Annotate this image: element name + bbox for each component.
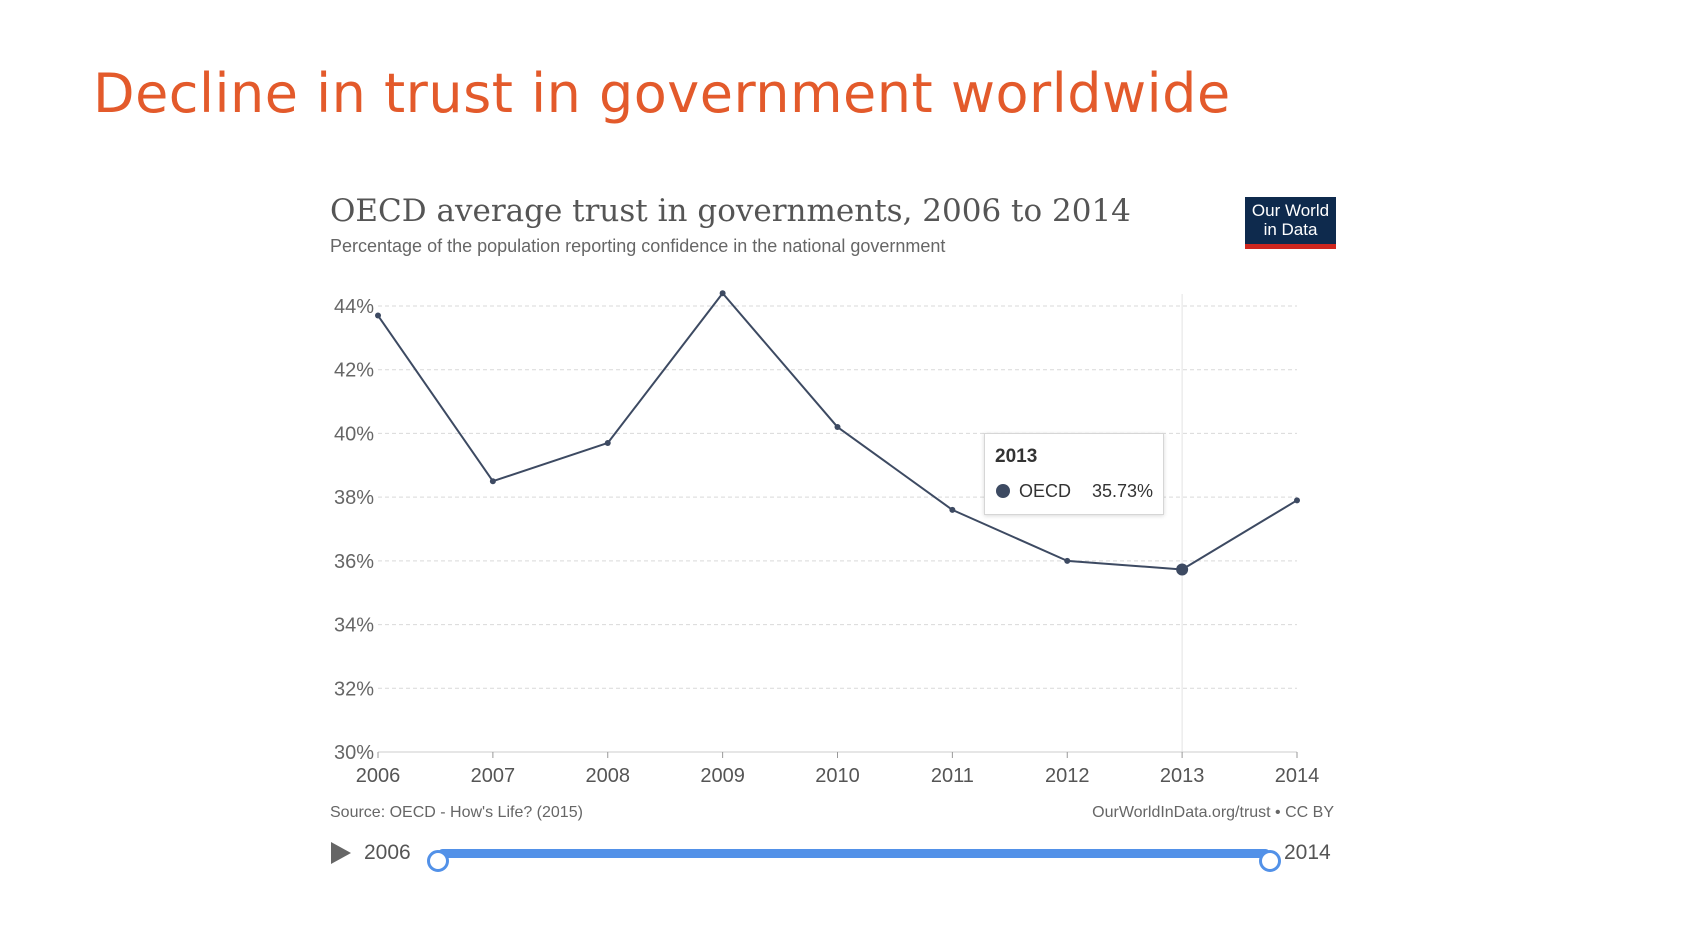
series-color-swatch bbox=[996, 484, 1010, 498]
data-point[interactable] bbox=[949, 506, 956, 513]
y-tick-label: 36% bbox=[334, 551, 374, 573]
y-tick-label: 40% bbox=[334, 423, 374, 445]
x-tick-label: 2009 bbox=[700, 765, 745, 787]
y-tick-label: 34% bbox=[334, 615, 374, 637]
slide-title: Decline in trust in government worldwide bbox=[93, 62, 1231, 125]
x-tick-label: 2011 bbox=[931, 765, 974, 787]
x-tick-label: 2006 bbox=[356, 765, 401, 787]
data-point[interactable] bbox=[719, 290, 726, 297]
y-tick-label: 42% bbox=[334, 360, 374, 382]
gridlines bbox=[378, 294, 1297, 752]
axes: 30% 32% 34% 36% 38% 40% 42% 44% 2006 2007 2008 2009… bbox=[334, 296, 1319, 787]
y-tick-label: 30% bbox=[334, 742, 374, 764]
x-tick-label: 2007 bbox=[471, 765, 516, 787]
timeline-selected-range bbox=[438, 849, 1270, 858]
data-point[interactable] bbox=[604, 439, 611, 446]
x-tick-label: 2012 bbox=[1045, 765, 1090, 787]
timeline-track[interactable] bbox=[427, 849, 1281, 872]
source-note[interactable]: Source: OECD - How's Life? (2015) bbox=[330, 804, 583, 821]
license-link[interactable]: OurWorldInData.org/trust • CC BY bbox=[1092, 804, 1334, 821]
hover-tooltip: 2013 OECD 35.73% bbox=[984, 433, 1164, 515]
our-world-in-data-logo[interactable]: Our World in Data bbox=[1245, 197, 1336, 249]
timeline-start-label: 2006 bbox=[364, 841, 411, 864]
tooltip-year: 2013 bbox=[995, 446, 1038, 467]
data-point[interactable] bbox=[1294, 497, 1300, 504]
x-tick-label: 2014 bbox=[1275, 765, 1320, 787]
timeline-slider[interactable]: 2006 2014 bbox=[328, 836, 1338, 872]
timeline-end-label: 2014 bbox=[1284, 841, 1331, 864]
y-tick-label: 38% bbox=[334, 487, 374, 509]
timeline-end-handle[interactable] bbox=[1259, 850, 1281, 872]
timeline-start-handle[interactable] bbox=[427, 850, 449, 872]
x-tick-label: 2010 bbox=[815, 765, 860, 787]
logo-line-2: in Data bbox=[1263, 220, 1318, 239]
data-point[interactable] bbox=[489, 478, 496, 485]
chart-title: OECD average trust in governments, 2006 … bbox=[330, 193, 1131, 229]
data-point[interactable] bbox=[1064, 557, 1071, 564]
series-layer bbox=[375, 290, 1300, 576]
play-icon[interactable] bbox=[331, 842, 351, 864]
y-tick-label: 44% bbox=[334, 296, 374, 318]
data-point-highlighted[interactable] bbox=[1176, 563, 1189, 576]
data-point[interactable] bbox=[834, 424, 841, 431]
tooltip-series-value: 35.73% bbox=[1091, 481, 1153, 501]
x-tick-label: 2008 bbox=[586, 765, 631, 787]
logo-line-1: Our World bbox=[1251, 201, 1330, 220]
tooltip-series-name: OECD bbox=[1019, 481, 1072, 501]
x-tick-label: 2013 bbox=[1160, 765, 1205, 787]
y-tick-label: 32% bbox=[334, 678, 374, 700]
chart-subtitle: Percentage of the population reporting c… bbox=[330, 236, 946, 256]
series-line-oecd[interactable] bbox=[377, 292, 1298, 571]
data-point[interactable] bbox=[375, 312, 381, 319]
